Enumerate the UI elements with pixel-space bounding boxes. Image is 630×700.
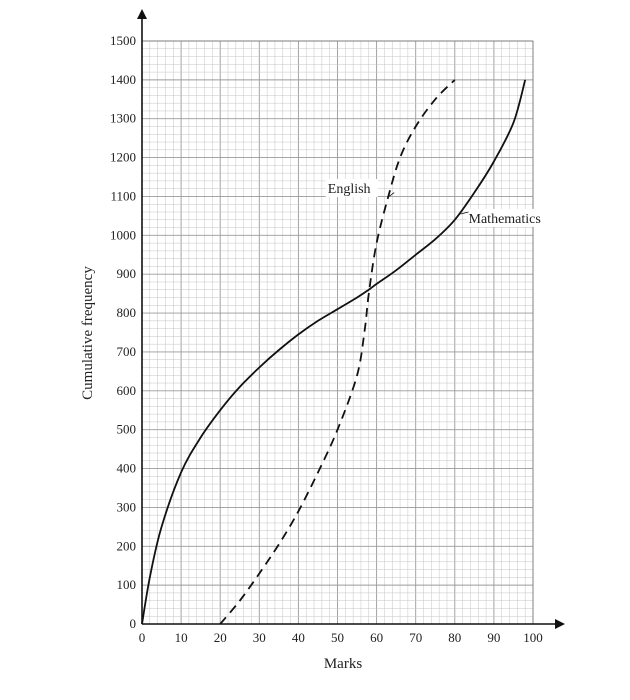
- x-tick-label: 60: [370, 630, 383, 645]
- series-label-mathematics: Mathematics: [469, 212, 541, 227]
- x-tick-label: 50: [331, 630, 344, 645]
- y-tick-label: 1100: [110, 188, 136, 203]
- series-line-english: [219, 79, 456, 625]
- x-tick-label: 100: [523, 630, 543, 645]
- y-tick-label: 0: [130, 616, 137, 631]
- x-tick-label: 0: [139, 630, 146, 645]
- series-lines: [141, 79, 527, 625]
- x-tick-label: 40: [292, 630, 305, 645]
- x-tick-label: 30: [253, 630, 266, 645]
- series-label-mathematics-bg: [466, 208, 555, 227]
- x-tick-label: 70: [409, 630, 422, 645]
- y-tick-label: 1000: [110, 227, 136, 242]
- x-tick-label: 20: [214, 630, 227, 645]
- series-label-english-leader: [388, 192, 395, 197]
- series-label-english-bg: [325, 178, 378, 197]
- y-tick-label: 1300: [110, 111, 136, 126]
- y-tick-label: 1400: [110, 72, 136, 87]
- y-tick-label: 100: [117, 577, 137, 592]
- x-tick-label: 10: [175, 630, 188, 645]
- y-tick-label: 600: [117, 383, 137, 398]
- y-tick-label: 1200: [110, 150, 136, 165]
- y-axis-title: Cumulative frequency: [80, 266, 96, 400]
- axes: [137, 9, 565, 629]
- y-tick-label: 900: [117, 266, 137, 281]
- series-label-mathematics-leader: [460, 211, 469, 215]
- series-labels: English Mathematics: [325, 178, 555, 227]
- series-label-english: English: [328, 182, 371, 197]
- grid: [141, 40, 534, 625]
- series-line-mathematics: [141, 79, 527, 625]
- y-tick-label: 700: [117, 344, 137, 359]
- y-tick-label: 800: [117, 305, 137, 320]
- y-tick-label: 1500: [110, 33, 136, 48]
- x-tick-label: 80: [448, 630, 461, 645]
- x-tick-label: 90: [487, 630, 500, 645]
- y-tick-label: 500: [117, 422, 137, 437]
- y-tick-label: 300: [117, 499, 137, 514]
- y-tick-label: 200: [117, 538, 137, 553]
- x-axis-title: Marks: [324, 656, 362, 672]
- y-tick-label: 400: [117, 461, 137, 476]
- tick-labels: 0 10 20 30 40 50 60 70 80 90 100010020030040050060…: [110, 33, 543, 645]
